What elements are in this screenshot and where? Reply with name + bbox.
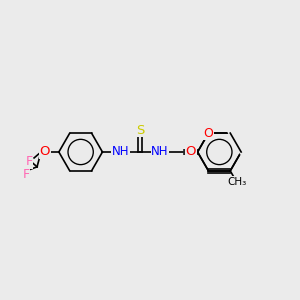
Text: O: O (186, 146, 196, 158)
Text: O: O (40, 146, 50, 158)
Text: NH: NH (112, 146, 129, 158)
Text: S: S (136, 124, 144, 137)
Text: O: O (203, 127, 213, 140)
Text: F: F (22, 168, 30, 181)
Text: NH: NH (151, 146, 169, 158)
Text: CH₃: CH₃ (227, 177, 246, 187)
Text: F: F (26, 155, 33, 168)
Text: O: O (203, 127, 213, 140)
